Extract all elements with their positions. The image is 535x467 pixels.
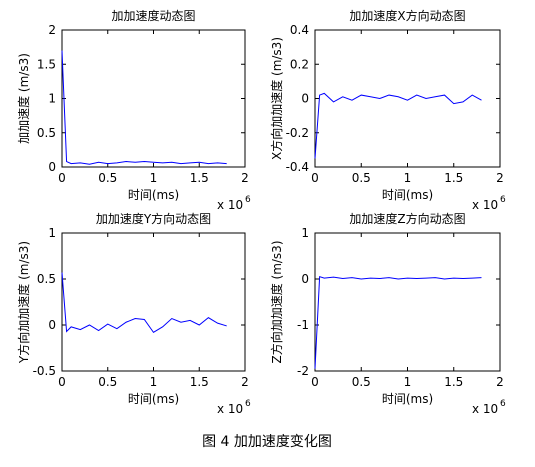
y-tick-label: 0: [48, 318, 56, 332]
y-axis-label: X方向加加速度 (m/s3): [269, 37, 284, 160]
x-tick-label: 0.5: [352, 375, 371, 389]
y-tick-label: 2: [48, 23, 56, 37]
x-tick-label: 2: [241, 375, 249, 389]
x-scale-exponent: 6: [500, 195, 506, 205]
x-tick-label: 1: [404, 375, 412, 389]
x-scale-exponent: 6: [500, 399, 506, 409]
y-tick-label: -0.5: [33, 364, 56, 378]
x-scale-label: x 10: [472, 402, 498, 416]
x-tick-label: 0.5: [98, 375, 117, 389]
y-axis-label: Y方向加加速度 (m/s3): [16, 241, 31, 364]
x-scale-label: x 10: [472, 198, 498, 212]
y-axis-label: 加加速度 (m/s3): [16, 53, 31, 144]
y-tick-label: 1.5: [37, 57, 56, 71]
x-tick-label: 1.5: [190, 375, 209, 389]
x-tick-label: 1.5: [444, 171, 463, 185]
x-tick-label: 0: [311, 375, 319, 389]
x-scale-exponent: 6: [245, 195, 251, 205]
y-tick-label: 1: [48, 226, 56, 240]
y-tick-label: 0.5: [37, 272, 56, 286]
x-tick-label: 0: [58, 375, 66, 389]
x-scale-exponent: 6: [245, 399, 251, 409]
y-tick-label: 1: [301, 226, 309, 240]
x-tick-label: 1: [150, 375, 158, 389]
x-tick-label: 1.5: [444, 375, 463, 389]
y-tick-label: 1: [48, 92, 56, 106]
y-tick-label: 0.2: [290, 57, 309, 71]
x-tick-label: 0.5: [352, 171, 371, 185]
y-tick-label: -0.4: [286, 160, 309, 174]
x-tick-label: 1: [404, 171, 412, 185]
y-tick-label: 0: [301, 92, 309, 106]
y-tick-label: 0.4: [290, 23, 309, 37]
y-tick-label: -1: [297, 318, 309, 332]
x-tick-label: 2: [241, 171, 249, 185]
x-tick-label: 0: [58, 171, 66, 185]
caption: 图 4 加加速度变化图: [202, 434, 332, 450]
x-tick-label: 2: [496, 375, 504, 389]
y-tick-label: 0.5: [37, 126, 56, 140]
data-line: [314, 276, 482, 369]
x-tick-label: 1: [150, 171, 158, 185]
chart-title: 加加速度X方向动态图: [349, 8, 465, 23]
x-tick-label: 0: [311, 171, 319, 185]
y-tick-label: -0.2: [286, 126, 309, 140]
chart-title: 加加速度动态图: [111, 8, 195, 23]
x-scale-label: x 10: [217, 198, 243, 212]
chart-title: 加加速度Y方向动态图: [96, 211, 211, 226]
x-tick-label: 0.5: [98, 171, 117, 185]
data-line: [314, 92, 482, 159]
y-axis-label: Z方向加加速度 (m/s3): [269, 240, 284, 363]
data-line: [61, 50, 227, 165]
x-axis-label: 时间(ms): [382, 188, 433, 202]
x-axis-label: 时间(ms): [128, 188, 179, 202]
x-tick-label: 1.5: [190, 171, 209, 185]
y-tick-label: -2: [297, 364, 309, 378]
chart-title: 加加速度Z方向动态图: [349, 211, 465, 226]
y-tick-label: 0: [48, 160, 56, 174]
x-axis-label: 时间(ms): [382, 392, 433, 406]
data-line: [61, 272, 227, 334]
y-tick-label: 0: [301, 272, 309, 286]
x-axis-label: 时间(ms): [128, 392, 179, 406]
x-scale-label: x 10: [217, 402, 243, 416]
x-tick-label: 2: [496, 171, 504, 185]
